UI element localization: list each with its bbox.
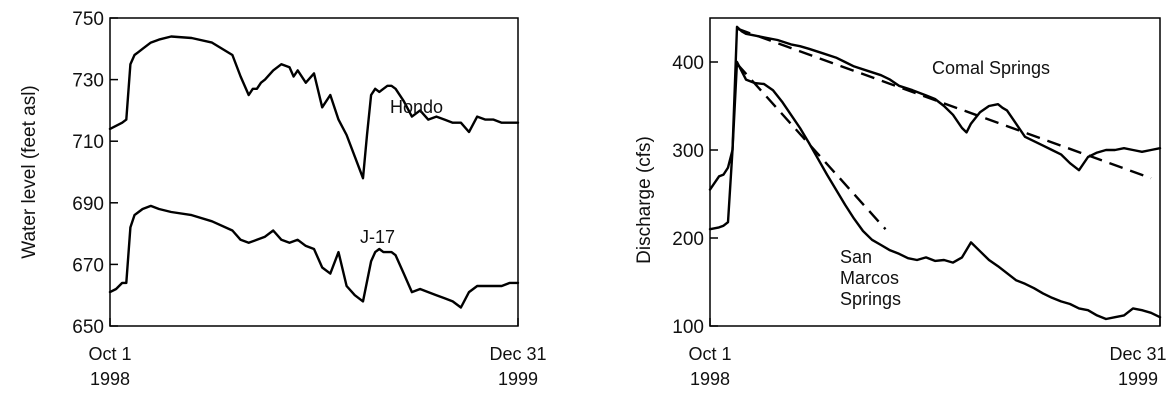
- right-ticks: [709, 61, 1161, 327]
- san-marcos-label-line2: Marcos: [840, 268, 899, 288]
- series-line-hondo: [108, 35, 520, 180]
- comal-springs-label: Comal Springs: [932, 58, 1050, 78]
- right-tick-labels: 100 200 300 400: [672, 53, 704, 338]
- series-line-san-marcos-springs: [708, 60, 1162, 321]
- left-y-tick-label-750: 750: [72, 9, 104, 30]
- right-y-axis-label: Discharge (cfs): [634, 136, 655, 264]
- san-marcos-label-line1: San: [840, 247, 872, 267]
- left-y-tick-label-670: 670: [72, 255, 104, 276]
- left-plot-frame: [109, 17, 519, 327]
- left-tick-labels: 650 670 690 710 730 750: [72, 9, 104, 338]
- right-trendlines: [736, 27, 1152, 231]
- left-y-tick-label-730: 730: [72, 71, 104, 92]
- san-marcos-label-line3: Springs: [840, 289, 901, 309]
- left-x-start-line2: 1998: [90, 369, 130, 389]
- left-x-start-line1: Oct 1: [88, 344, 131, 364]
- left-x-end-line1: Dec 31: [489, 344, 546, 364]
- left-x-end-line2: 1999: [498, 369, 538, 389]
- trendline-comal-springs: [736, 27, 1152, 180]
- left-y-tick-label-650: 650: [72, 317, 104, 338]
- trendline-san-marcos-springs: [736, 62, 887, 231]
- chart-right: 100 200 300 400 Discharge (cfs) Comal Sprin…: [634, 17, 1167, 389]
- chart-left: 650 670 690 710 730 750 Water level (feet asl…: [19, 9, 547, 389]
- series-line-comal-springs: [708, 25, 1162, 191]
- left-y-tick-label-710: 710: [72, 132, 104, 153]
- j17-label: J-17: [360, 227, 395, 247]
- right-y-tick-label-200: 200: [672, 229, 704, 250]
- right-x-end-line1: Dec 31: [1109, 344, 1166, 364]
- hondo-label: Hondo: [390, 97, 443, 117]
- right-x-end-line2: 1999: [1118, 369, 1158, 389]
- right-y-tick-label-300: 300: [672, 141, 704, 162]
- right-y-tick-label-400: 400: [672, 53, 704, 74]
- left-ticks: [109, 17, 519, 327]
- right-plot-frame: [709, 17, 1161, 327]
- right-x-start-line2: 1998: [690, 369, 730, 389]
- left-y-axis-label: Water level (feet asl): [19, 85, 40, 259]
- series-line-j-17: [108, 204, 520, 309]
- left-series: [108, 35, 520, 309]
- right-x-start-line1: Oct 1: [688, 344, 731, 364]
- right-y-tick-label-100: 100: [672, 317, 704, 338]
- left-y-tick-label-690: 690: [72, 194, 104, 215]
